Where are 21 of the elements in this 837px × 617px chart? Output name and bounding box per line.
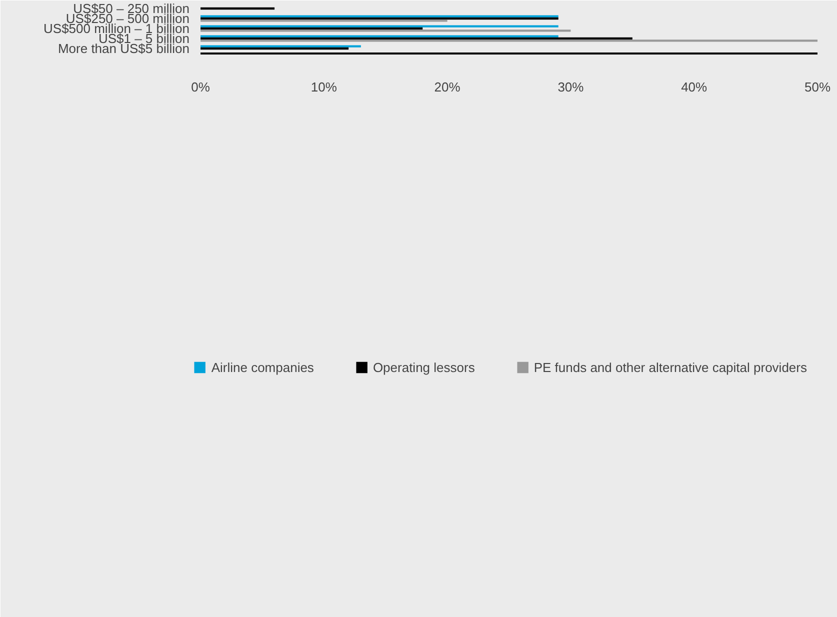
bar <box>200 47 349 50</box>
x-tick-label: 20% <box>434 80 461 94</box>
bar <box>200 35 558 38</box>
x-tick-label: 10% <box>310 80 338 94</box>
bar <box>200 30 571 32</box>
x-tick-label: 50% <box>804 80 831 94</box>
legend-label: Operating lessors <box>372 360 475 374</box>
x-tick-label: 30% <box>558 80 584 94</box>
bar <box>200 17 558 20</box>
x-tick-label: 40% <box>681 80 708 94</box>
legend-label: Airline companies <box>211 360 314 374</box>
bar <box>200 40 818 42</box>
bar <box>200 7 275 10</box>
x-tick-label: 0% <box>191 80 210 94</box>
bar <box>200 37 632 40</box>
bar <box>200 20 448 22</box>
legend-label: PE funds and other alternative capital providers <box>534 360 807 374</box>
bar <box>200 45 361 48</box>
bar <box>200 25 558 28</box>
bar <box>200 15 558 18</box>
bar <box>200 27 423 30</box>
